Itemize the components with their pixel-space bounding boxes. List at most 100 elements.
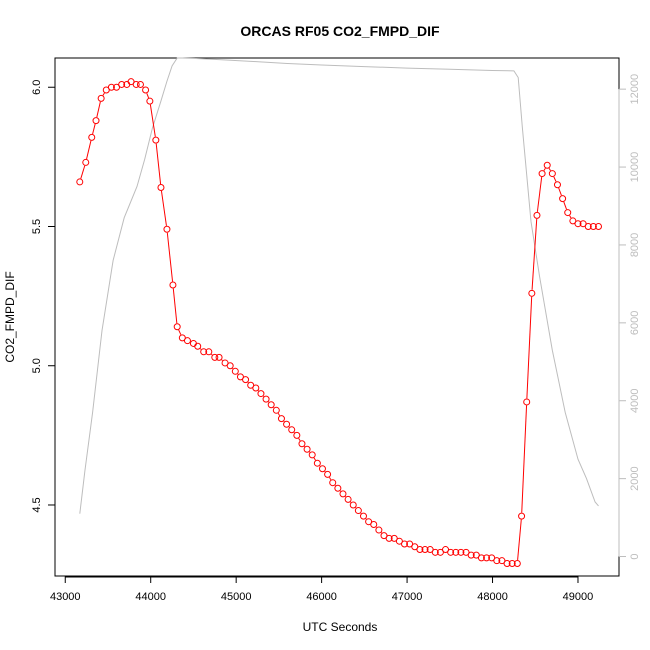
co2-data-point xyxy=(354,507,362,515)
chart-title: ORCAS RF05 CO2_FMPD_DIF xyxy=(240,23,440,39)
co2-series-segment xyxy=(569,215,572,219)
co2-data-point xyxy=(205,348,213,356)
co2-data-point xyxy=(426,546,434,554)
co2-series-segment xyxy=(102,92,105,96)
co2-data-point xyxy=(339,490,347,498)
x-tick-label: 47000 xyxy=(392,591,423,603)
co2-data-point xyxy=(183,337,191,345)
co2-data-point xyxy=(146,97,154,105)
co2-data-point xyxy=(157,184,165,191)
co2-data-point xyxy=(462,548,470,556)
co2-series-segment xyxy=(526,296,533,399)
co2-data-point xyxy=(594,222,602,230)
co2-series-segment xyxy=(160,190,167,226)
y-axis: 4.5 5.0 5.5 6.0 xyxy=(31,80,56,513)
co2-data-point xyxy=(97,94,105,102)
co2-data-point xyxy=(385,534,393,542)
co2-data-point xyxy=(528,289,536,297)
y2-tick-label: 2000 xyxy=(629,466,641,490)
co2-series-segment xyxy=(277,413,281,416)
y2-tick-label: 8000 xyxy=(629,233,641,257)
co2-data-point xyxy=(76,178,84,186)
co2-data-point xyxy=(579,220,587,228)
co2-series-segment xyxy=(329,477,332,480)
co2-data-point xyxy=(411,543,419,551)
co2-data-point xyxy=(349,501,357,509)
co2-data-point xyxy=(293,431,301,439)
co2-data-point xyxy=(344,495,352,503)
x-axis-label: UTC Seconds xyxy=(303,620,378,634)
co2-series-segment xyxy=(298,438,301,441)
co2-data-point xyxy=(334,484,342,492)
co2-series-segment xyxy=(146,93,150,99)
co2-data-point xyxy=(498,557,506,565)
co2-series-segment xyxy=(86,140,92,160)
co2-data-point xyxy=(431,548,439,556)
plot-frame xyxy=(54,57,620,577)
co2-data-point xyxy=(262,395,270,403)
co2-series-segment xyxy=(92,123,96,135)
co2-data-point xyxy=(370,520,378,528)
co2-data-point xyxy=(231,367,239,375)
co2-series-segment xyxy=(80,165,86,179)
co2-data-point xyxy=(324,470,332,478)
co2-data-point xyxy=(436,548,444,556)
co2-series-segment xyxy=(211,353,213,356)
co2-data-point xyxy=(142,86,150,94)
co2-data-point xyxy=(272,406,280,414)
co2-series-segment xyxy=(553,176,557,182)
co2-data-point xyxy=(401,540,409,548)
co2-data-point xyxy=(421,546,429,554)
series-layer xyxy=(76,57,602,567)
co2-data-point xyxy=(375,526,383,534)
co2-data-point xyxy=(589,222,597,230)
co2-data-point xyxy=(533,211,541,219)
co2-data-point xyxy=(257,390,265,398)
co2-data-point xyxy=(318,465,326,473)
co2-data-point xyxy=(226,362,234,370)
y-tick-label: 6.0 xyxy=(31,80,43,95)
secondary-y-axis: 0 2000 4000 6000 8000 10000 12000 xyxy=(618,74,641,560)
co2-data-point xyxy=(152,136,160,144)
x-tick-label: 46000 xyxy=(306,591,337,603)
co2-data-point xyxy=(406,540,414,548)
co2-data-point xyxy=(82,158,90,166)
co2-data-point xyxy=(118,80,126,88)
co2-data-point xyxy=(564,209,572,217)
co2-data-point xyxy=(513,559,521,567)
co2-data-point xyxy=(508,559,516,567)
co2-data-point xyxy=(308,451,316,459)
co2-data-point xyxy=(559,195,567,203)
co2-series-segment xyxy=(531,218,538,290)
co2-data-point xyxy=(518,512,526,520)
co2-series-segment xyxy=(149,104,156,137)
co2-data-point xyxy=(569,217,577,225)
co2-data-point xyxy=(523,398,531,406)
co2-data-point xyxy=(543,161,551,169)
co2-data-point xyxy=(136,80,144,88)
co2-data-point xyxy=(252,384,260,392)
co2-series-segment xyxy=(166,232,174,282)
x-tick-label: 49000 xyxy=(563,591,594,603)
co2-data-point xyxy=(380,532,388,540)
y2-tick-label: 4000 xyxy=(629,388,641,412)
co2-data-point xyxy=(173,323,181,331)
co2-data-point xyxy=(277,415,285,423)
co2-data-point xyxy=(194,342,202,350)
y2-tick-label: 12000 xyxy=(629,74,641,105)
y2-tick-label: 0 xyxy=(629,553,641,559)
co2-series-segment xyxy=(172,288,178,324)
co2-data-point xyxy=(163,225,171,233)
x-axis: 43000 44000 45000 46000 47000 48000 49000 xyxy=(50,576,593,603)
y2-tick-label: 6000 xyxy=(629,311,641,335)
co2-data-point xyxy=(359,512,367,520)
co2-data-point xyxy=(221,359,229,367)
co2-data-point xyxy=(503,559,511,567)
co2-data-point xyxy=(416,546,424,554)
co2-data-point xyxy=(267,401,275,409)
co2-data-point xyxy=(288,426,296,434)
x-tick-label: 43000 xyxy=(50,591,81,603)
co2-data-point xyxy=(247,381,255,389)
co2-series-segment xyxy=(558,187,562,196)
co2-data-point xyxy=(477,554,485,562)
